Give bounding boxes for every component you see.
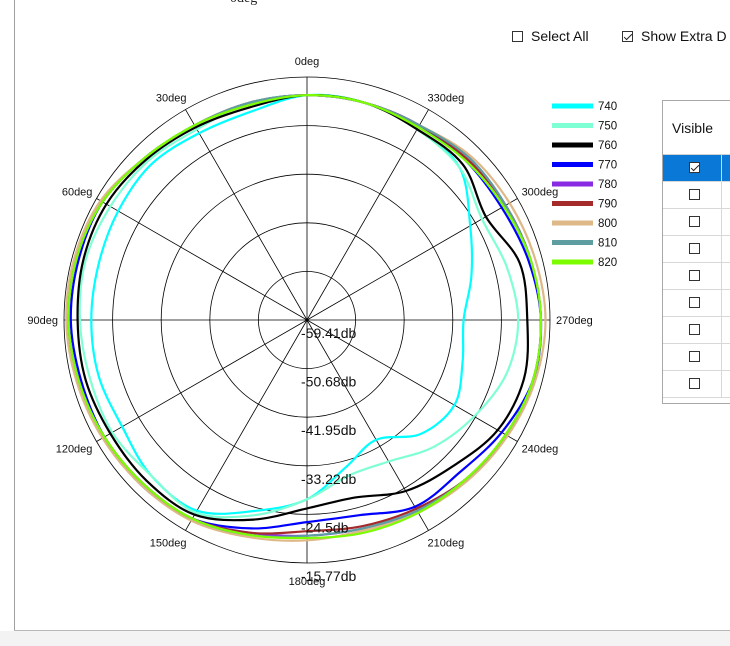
visibility-row[interactable] [663, 290, 730, 317]
legend-label-780: 780 [598, 179, 617, 191]
show-extra-label: Show Extra D [641, 28, 727, 44]
visibility-row[interactable] [663, 155, 730, 182]
polar-spoke [185, 109, 308, 321]
series-820-line [67, 94, 543, 540]
legend-label-820: 820 [598, 257, 617, 269]
visibility-row[interactable] [663, 317, 730, 344]
polar-grid [63, 76, 551, 564]
visibility-table: Visible [662, 100, 730, 404]
select-all-checkbox[interactable]: Select All [512, 28, 589, 44]
row-visible-checkbox[interactable] [689, 351, 700, 362]
radial-tick-label: -15.77db [301, 568, 356, 584]
legend-label-770: 770 [598, 160, 617, 172]
row-divider [721, 317, 722, 343]
panel-bottom-strip [0, 631, 730, 646]
angle-tick-label: 330deg [428, 92, 465, 104]
angle-tick-label: 60deg [62, 187, 93, 199]
row-visible-checkbox[interactable] [689, 297, 700, 308]
row-divider [721, 155, 722, 181]
angle-tick-label: 270deg [556, 315, 593, 327]
visibility-row[interactable] [663, 371, 730, 398]
row-visible-checkbox[interactable] [689, 162, 700, 173]
panel-left-border [14, 0, 15, 630]
angle-tick-label: 30deg [156, 92, 187, 104]
legend-label-790: 790 [598, 199, 617, 211]
angle-tick-label: 210deg [428, 538, 465, 550]
radial-tick-label: -24.5db [301, 519, 349, 535]
chart-title-partial: 0deg [230, 0, 257, 7]
polar-series [65, 93, 547, 542]
row-visible-checkbox[interactable] [689, 243, 700, 254]
legend-label-800: 800 [598, 218, 617, 230]
legend-label-760: 760 [598, 140, 617, 152]
legend-label-740: 740 [598, 101, 617, 113]
polar-spoke [96, 198, 308, 321]
legend-label-750: 750 [598, 121, 617, 133]
row-visible-checkbox[interactable] [689, 378, 700, 389]
angle-tick-label: 300deg [522, 187, 559, 199]
visibility-row[interactable] [663, 344, 730, 371]
polar-spoke [306, 319, 518, 442]
polar-spoke [306, 319, 429, 531]
polar-spoke [306, 109, 429, 321]
row-divider [721, 371, 722, 397]
chart-legend: 740 750 760 770 780 790 800 810 820 [552, 101, 617, 269]
select-all-label: Select All [531, 28, 589, 44]
row-divider [721, 344, 722, 370]
angle-tick-label: 90deg [27, 315, 58, 327]
panel-bottom-border [14, 630, 730, 631]
row-visible-checkbox[interactable] [689, 189, 700, 200]
visibility-row[interactable] [663, 263, 730, 290]
select-all-checkbox-box[interactable] [512, 30, 523, 42]
radial-tick-label: -50.68db [301, 374, 356, 390]
legend-label-810: 810 [598, 238, 617, 250]
polar-spoke [185, 319, 308, 531]
row-divider [721, 182, 722, 208]
polar-spoke [96, 319, 308, 442]
visibility-row[interactable] [663, 236, 730, 263]
polar-labels: 0deg 30deg 60deg 90deg 120deg 150deg 180deg 210… [27, 56, 592, 588]
radial-tick-label: -33.22db [301, 471, 356, 487]
visibility-row[interactable] [663, 209, 730, 236]
series-750-line [78, 94, 520, 519]
visibility-row[interactable] [663, 182, 730, 209]
visibility-rows [663, 155, 730, 398]
angle-tick-label: 150deg [150, 538, 187, 550]
row-visible-checkbox[interactable] [689, 324, 700, 335]
show-extra-checkbox[interactable]: Show Extra D [622, 28, 727, 44]
row-divider [721, 236, 722, 262]
visible-column-header: Visible [663, 101, 730, 155]
series-760-line [76, 93, 530, 522]
radial-tick-label: -59.41db [301, 325, 356, 341]
angle-tick-label: 0deg [295, 56, 319, 68]
row-divider [721, 263, 722, 289]
radial-tick-label: -41.95db [301, 422, 356, 438]
row-divider [721, 290, 722, 316]
row-divider [721, 209, 722, 235]
angle-tick-label: 180deg [289, 576, 326, 588]
show-extra-checkbox-box[interactable] [622, 30, 633, 42]
series-800-line [65, 94, 547, 542]
angle-tick-label: 120deg [56, 444, 93, 456]
row-visible-checkbox[interactable] [689, 270, 700, 281]
angle-tick-label: 240deg [522, 444, 559, 456]
row-visible-checkbox[interactable] [689, 216, 700, 227]
